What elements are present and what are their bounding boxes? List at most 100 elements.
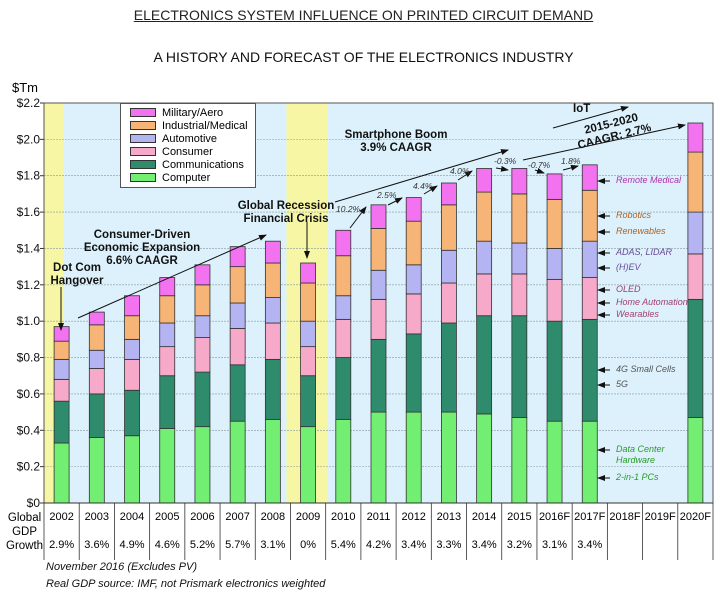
bar-segment-consumer-2014 [476,273,493,317]
bar-segment-consumer-2006 [194,337,211,373]
segment-driver-label: 4G Small Cells [616,364,676,374]
bar-segment-military-aero-2011 [370,204,387,229]
bar-segment-computer-2020F [687,417,704,504]
y-tick-label: $0.8 [17,351,41,365]
bar-segment-consumer-2017F [581,277,598,320]
gdp-growth-cell: 3.4% [577,539,603,551]
gdp-growth-cell: 5.7% [225,539,251,551]
segment-driver-label: OLED [616,284,641,294]
bar-segment-consumer-2008 [264,322,281,360]
legend-label: Computer [162,171,211,184]
bar-segment-military-aero-2020F [687,122,704,153]
bar-segment-consumer-2002 [53,378,70,402]
legend-item: Communications [130,158,255,171]
bar-segment-automotive-2005 [159,322,176,348]
gdp-growth-cell: 0% [300,539,317,551]
bar-segment-consumer-2003 [88,368,105,395]
bar-segment-military-aero-2015 [511,168,528,195]
y-tick-label: $1.6 [17,205,41,219]
bar-segment-automotive-2003 [88,349,105,369]
bar-segment-communications-2007 [229,364,246,422]
gdp-growth-cell: 5.4% [330,539,356,551]
bar-segment-communications-2013 [441,322,457,413]
bar-segment-automotive-2016F [546,248,563,280]
gdp-growth-cell: 3.4% [471,539,497,551]
y-tick-label: $2.2 [17,96,41,110]
bar-segment-industrial-medical-2014 [476,191,493,242]
legend-swatch [130,173,156,182]
bar-segment-military-aero-2007 [229,246,246,268]
bar-segment-industrial-medical-2011 [370,228,387,271]
x-tick-label: 2003 [84,511,110,523]
legend: Military/Aero Industrial/Medical Automotiv… [120,103,256,188]
bar-segment-industrial-medical-2017F [581,189,598,242]
bar-segment-automotive-2011 [370,269,387,300]
bar-segment-communications-2005 [159,375,176,429]
bar-segment-communications-2017F [581,318,598,422]
legend-item: Military/Aero [130,106,255,119]
gdp-growth-cell: 2.9% [49,539,75,551]
legend-label: Communications [162,158,244,171]
growth-arrow [534,167,545,174]
segment-driver-label: Hardware [616,455,656,465]
bar-segment-industrial-medical-2013 [441,204,457,251]
bar-segment-automotive-2008 [264,297,281,324]
bar-segment-military-aero-2014 [476,168,493,193]
growth-arrow [349,206,367,229]
bar-segment-military-aero-2013 [441,182,457,206]
bar-segment-computer-2006 [194,426,211,504]
legend-label: Industrial/Medical [162,119,248,132]
bar-segment-communications-2009 [300,375,316,428]
annotation-dotcom: Dot Com Hangover [50,262,104,287]
bar-segment-computer-2004 [124,435,140,504]
annotation-recession: Global Recession Financial Crisis [237,200,335,225]
bar-segment-computer-2009 [300,426,316,504]
x-tick-label: 2013 [436,511,462,523]
gdp-growth-cell: 4.2% [365,539,392,551]
bar-segment-consumer-2007 [229,328,246,366]
bar-segment-industrial-medical-2009 [300,282,316,322]
bar-segment-computer-2011 [370,411,387,504]
bar-segment-military-aero-2004 [124,295,140,317]
x-tick-label: 2007 [225,511,250,523]
bar-segment-computer-2015 [511,417,528,504]
bar-segment-automotive-2002 [53,358,70,380]
legend-item: Industrial/Medical [130,119,255,132]
bar-segment-automotive-2013 [441,249,457,284]
bar-segment-communications-2010 [335,357,352,420]
bar-segment-consumer-2011 [370,298,387,340]
bar-segment-automotive-2020F [687,211,704,255]
growth-arrow [562,164,579,171]
bar-segment-computer-2010 [335,418,352,504]
legend-label: Automotive [162,132,218,145]
gdp-growth-cell: 3.4% [401,539,427,551]
x-tick-label: 2009 [295,511,321,523]
bar-segment-consumer-2005 [159,346,176,377]
x-tick-label: 2006 [190,511,215,523]
bar-segment-military-aero-2017F [581,164,598,191]
bar-segment-communications-2008 [264,358,281,420]
gdp-growth-cell: 3.6% [84,539,110,551]
legend-swatch [130,108,156,117]
bar-segment-industrial-medical-2005 [159,295,176,324]
bar-segment-industrial-medical-2002 [53,340,70,360]
bar-segment-consumer-2016F [546,278,563,322]
bar-segment-communications-2020F [687,298,704,418]
segment-driver-label: Robotics [616,210,652,220]
bar-segment-computer-2007 [229,420,246,504]
y-tick-label: $0.6 [17,387,41,401]
legend-swatch [130,160,156,169]
growth-label: 1.8% [561,156,581,166]
segment-driver-label: ADAS, LIDAR [616,247,673,257]
bar-segment-industrial-medical-2012 [405,220,422,266]
bar-segment-computer-2002 [53,442,70,504]
bar-segment-communications-2016F [546,320,563,422]
table-row-label: Global GDP Growth [6,512,44,552]
growth-arrow [457,170,473,181]
annotation-iot: IoT [573,103,591,115]
legend-label: Consumer [162,145,213,158]
legend-item: Consumer [130,145,255,158]
bar-segment-military-aero-2008 [264,240,281,264]
bar-segment-computer-2005 [159,428,176,504]
